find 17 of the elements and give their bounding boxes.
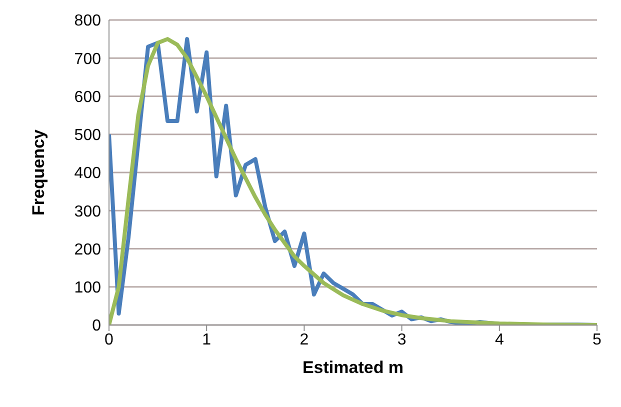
x-tick-label: 4	[494, 331, 504, 348]
x-tick-label: 3	[397, 331, 406, 348]
y-tick-label: 400	[74, 165, 102, 182]
y-tick-label: 700	[74, 50, 102, 68]
x-tick-label: 2	[300, 331, 309, 348]
y-axis-title: Frequency	[29, 128, 48, 216]
y-tick-label: 100	[74, 280, 102, 297]
x-tick-label: 1	[202, 331, 212, 348]
y-tick-label: 500	[74, 127, 102, 144]
y-tick-label: 300	[74, 203, 102, 220]
y-tick-label: 800	[74, 12, 102, 30]
x-axis-title: Estimated m	[302, 358, 404, 377]
y-tick-label: 200	[74, 241, 102, 258]
x-tick-label: 5	[592, 331, 602, 348]
y-tick-label: 0	[92, 318, 102, 335]
x-tick-label: 0	[104, 331, 114, 348]
y-tick-label: 600	[74, 88, 102, 106]
